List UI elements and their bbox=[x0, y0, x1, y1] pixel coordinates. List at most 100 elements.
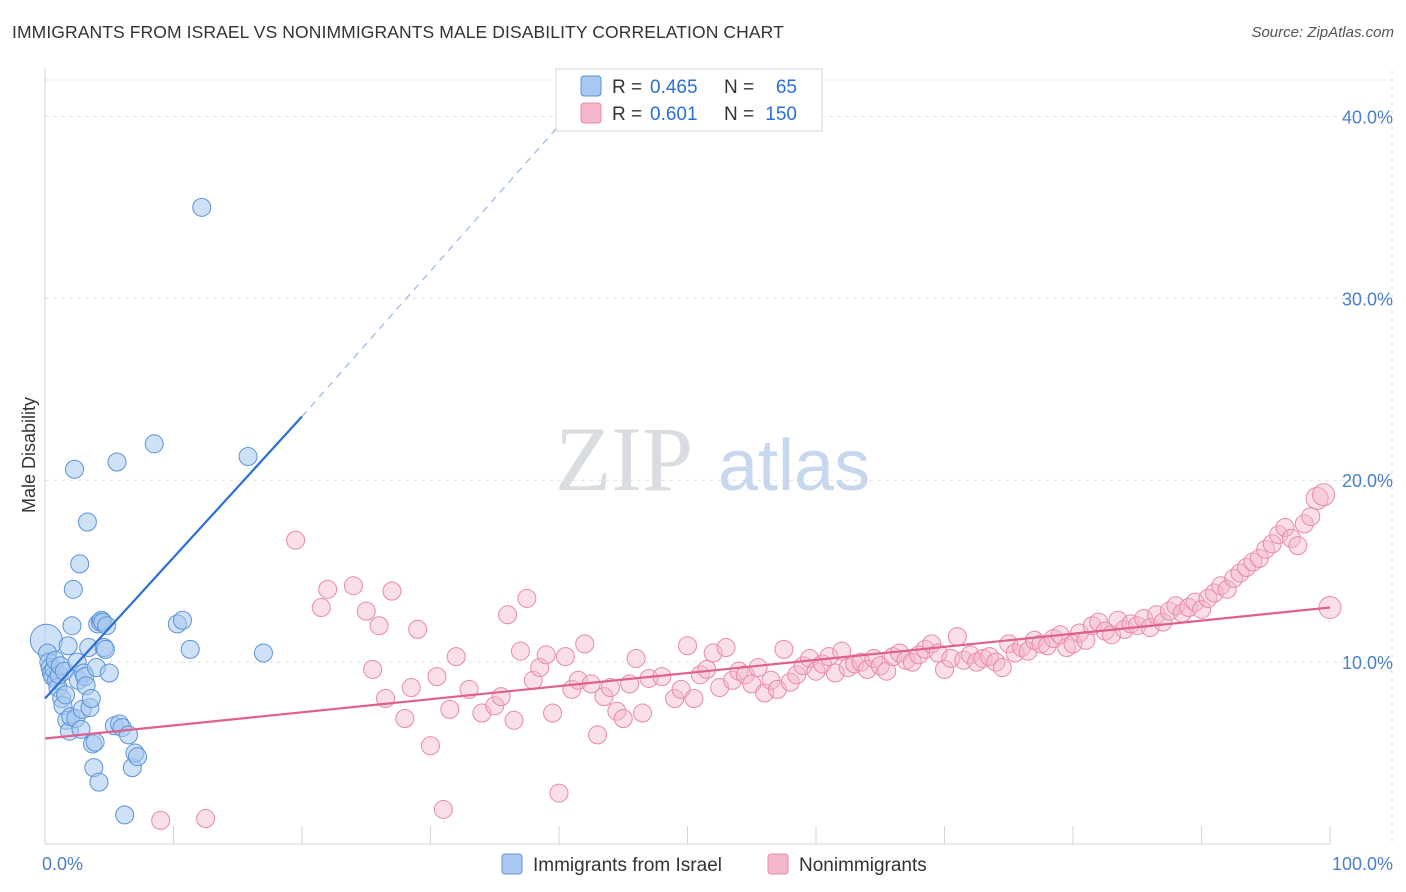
series-label-nonimmigrants: Nonimmigrants bbox=[799, 855, 927, 876]
nonimmigrants-point-17 bbox=[440, 699, 460, 719]
nonimmigrants-point-123 bbox=[1153, 612, 1173, 632]
nonimmigrants-point-72 bbox=[825, 663, 845, 683]
nonimmigrants-point-80 bbox=[877, 661, 897, 681]
nonimmigrants-point-6 bbox=[356, 601, 376, 621]
nonimmigrants-point-79 bbox=[870, 656, 890, 676]
israel-point-61 bbox=[180, 639, 200, 659]
israel-point-20 bbox=[62, 616, 82, 636]
nonimmigrants-point-146 bbox=[1301, 507, 1321, 527]
nonimmigrants-point-141 bbox=[1269, 525, 1289, 545]
israel-point-22 bbox=[65, 459, 85, 479]
nonimmigrants-point-147 bbox=[1305, 486, 1329, 510]
nonimmigrants-point-49 bbox=[678, 636, 697, 656]
nonimmigrants-point-137 bbox=[1243, 552, 1263, 572]
nonimmigrants-point-96 bbox=[979, 647, 999, 667]
nonimmigrants-point-8 bbox=[369, 616, 389, 636]
nonimmigrants-point-94 bbox=[967, 652, 987, 672]
nonimmigrants-point-74 bbox=[838, 658, 858, 678]
x-tick-label-1: 100.0% bbox=[1332, 854, 1393, 874]
nonimmigrants-point-32 bbox=[555, 647, 575, 667]
nonimmigrants-point-61 bbox=[755, 683, 775, 703]
nonimmigrants-trend-line bbox=[44, 606, 1331, 740]
nonimmigrants-point-5 bbox=[343, 576, 363, 596]
legend-r-label-pink: R = bbox=[612, 104, 642, 125]
israel-point-60 bbox=[172, 610, 192, 630]
nonimmigrants-point-24 bbox=[504, 710, 524, 730]
series-legend: Immigrants from Israel Nonimmigrants bbox=[501, 853, 927, 876]
nonimmigrants-point-1 bbox=[196, 809, 216, 829]
nonimmigrants-point-91 bbox=[947, 627, 967, 647]
watermark: ZIP atlas bbox=[555, 408, 870, 510]
nonimmigrants-point-128 bbox=[1185, 592, 1205, 612]
nonimmigrants-point-28 bbox=[530, 658, 550, 678]
nonimmigrants-point-12 bbox=[401, 678, 421, 698]
nonimmigrants-point-53 bbox=[703, 643, 723, 663]
x-tick-label-0: 0.0% bbox=[42, 854, 83, 874]
nonimmigrants-point-64 bbox=[774, 639, 794, 659]
nonimmigrants-point-55 bbox=[716, 638, 736, 658]
nonimmigrants-point-103 bbox=[1024, 630, 1044, 650]
nonimmigrants-point-148 bbox=[1312, 483, 1336, 507]
israel-point-21 bbox=[63, 579, 83, 599]
nonimmigrants-point-37 bbox=[588, 725, 608, 745]
nonimmigrants-point-50 bbox=[684, 688, 704, 708]
nonimmigrants-point-35 bbox=[575, 634, 595, 654]
nonimmigrants-point-39 bbox=[600, 678, 620, 698]
nonimmigrants-point-97 bbox=[986, 652, 1006, 672]
axes bbox=[44, 68, 1331, 845]
israel-point-35 bbox=[81, 688, 101, 708]
nonimmigrants-point-23 bbox=[498, 605, 518, 625]
israel-point-32 bbox=[77, 512, 97, 532]
israel-point-48 bbox=[99, 663, 119, 683]
y-tick-label-3: 40.0% bbox=[1342, 107, 1393, 127]
israel-point-38 bbox=[85, 732, 105, 752]
nonimmigrants-point-139 bbox=[1256, 539, 1276, 559]
nonimmigrants-point-30 bbox=[543, 703, 563, 723]
israel-point-50 bbox=[107, 452, 127, 472]
nonimmigrants-point-13 bbox=[408, 619, 428, 639]
israel-point-41 bbox=[89, 772, 109, 792]
nonimmigrants-point-4 bbox=[318, 579, 338, 599]
nonimmigrants-point-84 bbox=[902, 652, 922, 672]
nonimmigrants-point-134 bbox=[1224, 568, 1244, 588]
nonimmigrants-point-16 bbox=[433, 799, 453, 819]
tick-labels: 10.0% 20.0% 30.0% 40.0% 0.0% 100.0% bbox=[42, 107, 1393, 874]
nonimmigrants-point-131 bbox=[1204, 583, 1224, 603]
israel-point-47 bbox=[97, 616, 117, 636]
y-tick-label-0: 10.0% bbox=[1342, 653, 1393, 673]
legend-r-value-pink: 0.601 bbox=[650, 104, 698, 125]
nonimmigrants-point-89 bbox=[935, 659, 954, 679]
nonimmigrants-point-77 bbox=[857, 659, 877, 679]
source-label: Source: ZipAtlas.com bbox=[1251, 24, 1394, 41]
israel-point-46 bbox=[95, 639, 115, 659]
nonimmigrants-point-26 bbox=[517, 588, 537, 608]
nonimmigrants-point-40 bbox=[607, 701, 627, 721]
legend-n-value-pink: 150 bbox=[765, 104, 797, 125]
israel-point-57 bbox=[128, 747, 148, 767]
nonimmigrants-point-95 bbox=[973, 648, 993, 668]
nonimmigrants-point-11 bbox=[395, 708, 415, 728]
series-label-israel: Immigrants from Israel bbox=[533, 855, 722, 876]
israel-point-53 bbox=[115, 805, 135, 825]
legend-n-label-blue: N = bbox=[724, 77, 754, 98]
series-swatch-nonimmigrants bbox=[767, 853, 789, 875]
legend-r-value-blue: 0.465 bbox=[650, 77, 698, 98]
y-tick-label-1: 20.0% bbox=[1342, 471, 1393, 491]
legend-n-value-blue: 65 bbox=[776, 77, 797, 98]
nonimmigrants-point-18 bbox=[446, 647, 466, 667]
nonimmigrants-point-144 bbox=[1288, 536, 1308, 556]
israel-points bbox=[29, 197, 273, 825]
israel-point-62 bbox=[192, 197, 212, 217]
nonimmigrants-point-98 bbox=[992, 658, 1012, 678]
nonimmigrants-point-76 bbox=[851, 652, 871, 672]
series-swatch-israel bbox=[501, 853, 523, 875]
israel-point-58 bbox=[144, 434, 164, 454]
nonimmigrants-point-69 bbox=[806, 661, 826, 681]
nonimmigrants-point-25 bbox=[510, 641, 530, 661]
nonimmigrants-point-44 bbox=[633, 703, 653, 723]
nonimmigrants-point-129 bbox=[1192, 599, 1211, 619]
nonimmigrants-point-3 bbox=[311, 598, 331, 618]
correlation-legend: R = 0.465 N = 65 R = 0.601 N = 150 bbox=[555, 68, 823, 132]
nonimmigrants-point-133 bbox=[1217, 579, 1237, 599]
